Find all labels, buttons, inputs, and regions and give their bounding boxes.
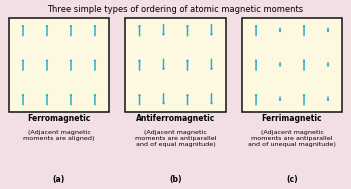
Text: (a): (a) — [53, 175, 65, 184]
Text: (Adjacent magnetic
moments are aligned): (Adjacent magnetic moments are aligned) — [23, 130, 95, 141]
Bar — [126, 18, 226, 112]
Text: Antiferromagnetic: Antiferromagnetic — [136, 114, 215, 123]
Text: Ferromagnetic: Ferromagnetic — [27, 114, 91, 123]
Text: (Adjacent magnetic
moments are antiparallel
and of unequal magnitude): (Adjacent magnetic moments are antiparal… — [248, 130, 336, 147]
Text: (Adjacent magnetic
moments are antiparallel
and of equal magnitude): (Adjacent magnetic moments are antiparal… — [135, 130, 216, 147]
Text: (b): (b) — [169, 175, 182, 184]
Text: Ferrimagnetic: Ferrimagnetic — [262, 114, 322, 123]
Text: Three simple types of ordering of atomic magnetic moments: Three simple types of ordering of atomic… — [47, 5, 304, 14]
Text: (c): (c) — [286, 175, 298, 184]
Bar — [9, 18, 109, 112]
Bar — [242, 18, 342, 112]
